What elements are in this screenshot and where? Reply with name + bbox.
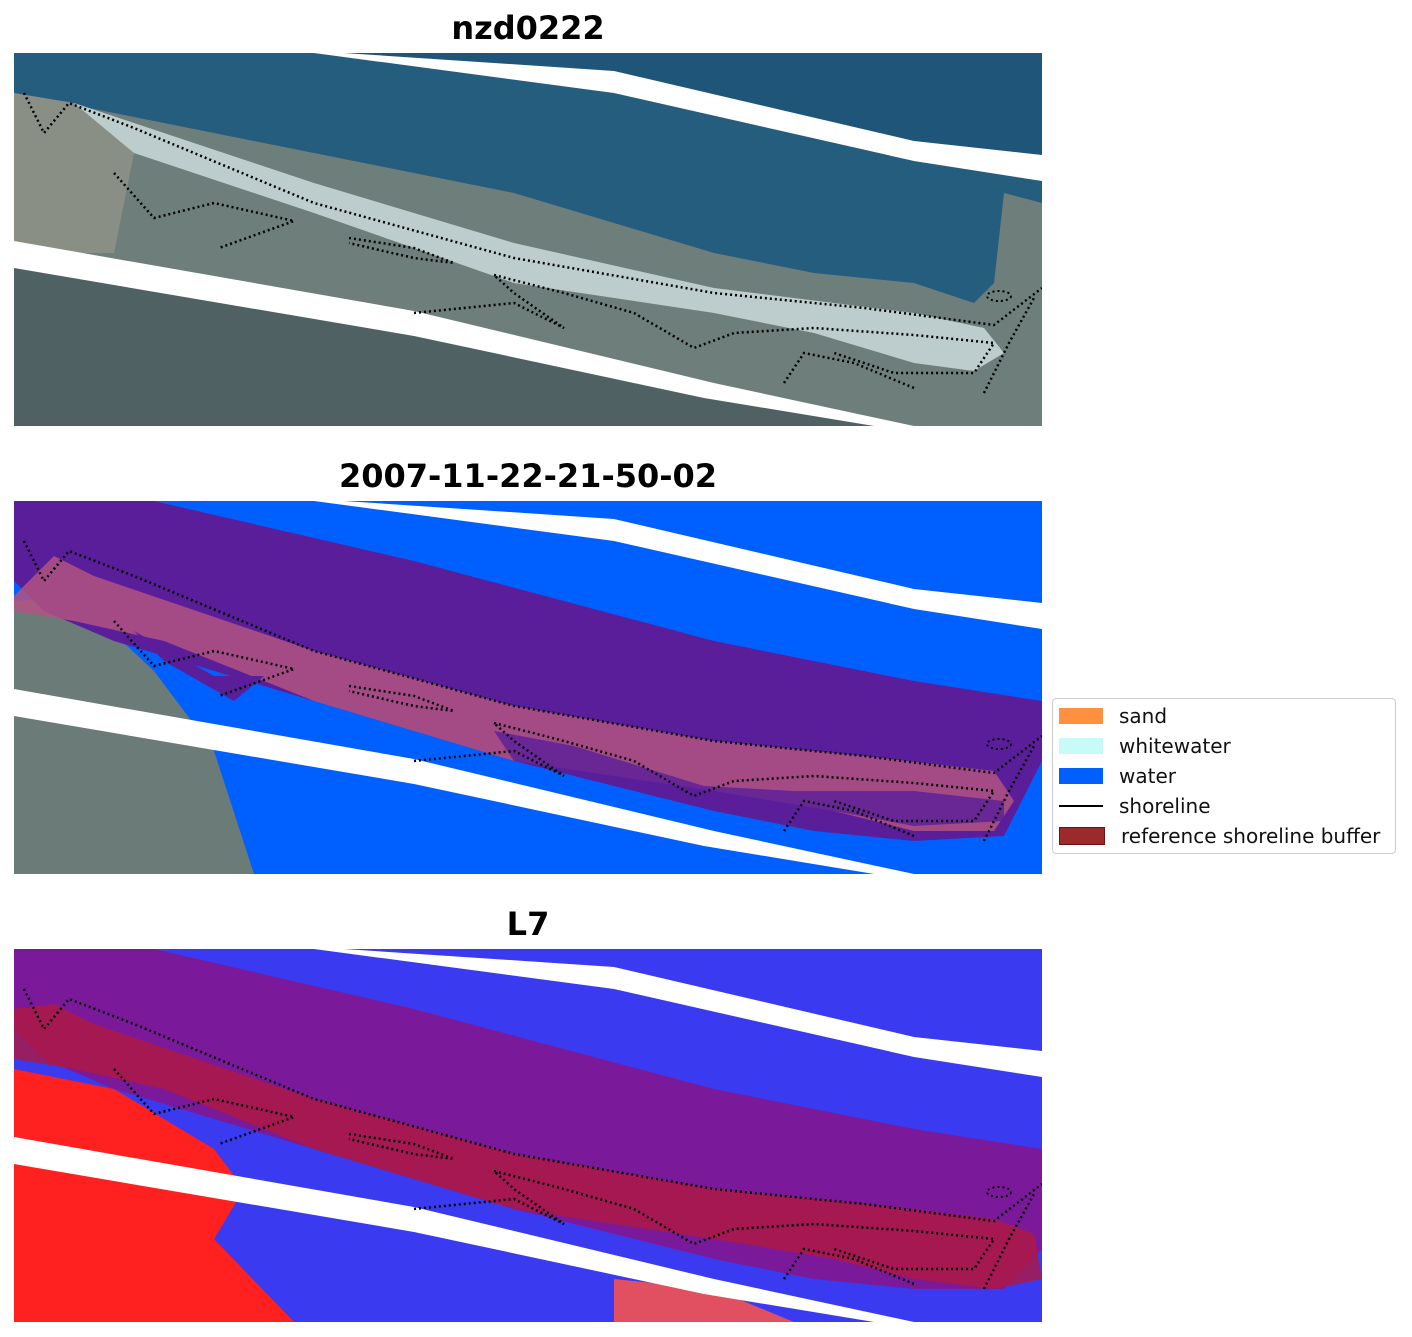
legend-label: whitewater [1119, 734, 1231, 758]
legend-label: reference shoreline buffer [1121, 824, 1381, 848]
legend-swatch-sand [1059, 708, 1103, 724]
legend-swatch-whitewater [1059, 738, 1103, 754]
legend-swatch-water [1059, 768, 1103, 784]
legend-item-sand: sand [1059, 701, 1167, 731]
panel-title-1: nzd0222 [451, 9, 605, 47]
legend-item-whitewater: whitewater [1059, 731, 1231, 761]
panel-title-3: L7 [506, 905, 550, 943]
legend-label: water [1119, 764, 1176, 788]
index-image [14, 949, 1042, 1322]
legend-label: sand [1119, 704, 1168, 728]
classified-image [14, 501, 1042, 874]
legend-item-shoreline: shoreline [1059, 791, 1211, 821]
legend-swatch-shoreline [1059, 805, 1103, 807]
satellite-rgb-image [14, 53, 1042, 426]
legend-item-reference-buffer: reference shoreline buffer [1059, 821, 1380, 851]
legend-label: shoreline [1119, 794, 1211, 818]
legend: sand whitewater water shoreline referenc… [1052, 698, 1396, 854]
legend-swatch-reference-buffer [1059, 827, 1105, 845]
legend-item-water: water [1059, 761, 1176, 791]
panel-title-2: 2007-11-22-21-50-02 [338, 457, 718, 495]
